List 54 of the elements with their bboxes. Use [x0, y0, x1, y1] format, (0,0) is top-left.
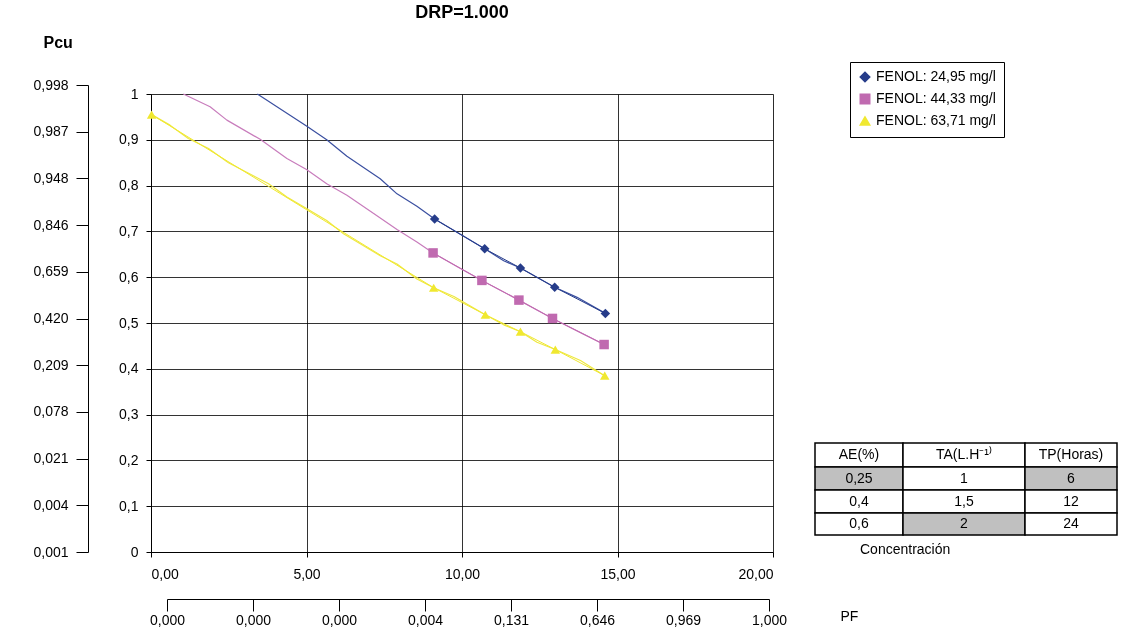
category-label: 0,998	[33, 76, 69, 93]
text: 24	[1063, 515, 1079, 531]
text: 2	[960, 515, 969, 531]
y-tick-label: 0,6	[119, 268, 139, 285]
text: 0,646	[579, 611, 616, 628]
y-tick-label: 0,8	[119, 177, 139, 194]
x2-axis-title: PF	[840, 607, 859, 624]
text: 0,000	[235, 611, 272, 628]
text: 0,000	[149, 611, 186, 628]
text: TP(Horas)	[1038, 446, 1104, 462]
text: 0,000	[321, 611, 358, 628]
category-label: 0,021	[33, 450, 69, 467]
y-tick-label: 0,3	[119, 406, 139, 423]
x-tick-label: 10,00	[444, 565, 481, 582]
text: Concentración	[860, 541, 951, 557]
legend-label: FENOL: 24,95 mg/l	[876, 68, 996, 84]
category-label: 0,001	[33, 543, 69, 560]
y-tick-label: 0,7	[119, 222, 139, 239]
category-label: 0,987	[33, 123, 69, 140]
text: 6	[1067, 469, 1076, 486]
y-tick-label: 0,5	[119, 314, 139, 331]
category-label: 0,846	[33, 216, 69, 233]
category-label: 0,948	[33, 169, 69, 186]
y-tick-label: 1	[130, 85, 139, 102]
text: 1,000	[751, 611, 788, 628]
text: 0,131	[493, 611, 530, 628]
x-tick-label: 20,00	[738, 565, 774, 582]
category-label: 0,078	[33, 403, 69, 420]
x-tick-label: 0,00	[151, 565, 179, 582]
y-tick-label: 0,4	[119, 360, 139, 377]
x-tick-label: 5,00	[293, 565, 321, 582]
text: 0,6	[849, 515, 869, 531]
legend-label: FENOL: 63,71 mg/l	[876, 112, 996, 128]
text: AE(%)	[838, 446, 880, 462]
text: 0,004	[407, 611, 444, 628]
text: 1	[960, 469, 969, 486]
text: 0,004	[33, 496, 69, 513]
text: 0,4	[849, 492, 869, 509]
chart-title: DRP=1.000	[415, 2, 509, 22]
text: 12	[1063, 492, 1079, 509]
y2-axis-title: Pcu	[43, 33, 73, 51]
text: 0,25	[845, 469, 873, 486]
text: 0,969	[665, 611, 702, 628]
y-tick-label: 0,2	[119, 451, 139, 468]
x-tick-label: 15,00	[600, 565, 636, 582]
y-tick-label: 0,9	[119, 131, 139, 148]
legend-label: FENOL: 44,33 mg/l	[876, 90, 996, 106]
category-label: 0,209	[33, 356, 69, 373]
text: 1,5	[954, 492, 974, 509]
y-tick-label: 0	[130, 543, 139, 560]
category-label: 0,420	[33, 310, 69, 326]
y-tick-label: 0,1	[119, 497, 139, 514]
category-label: 0,659	[33, 263, 69, 280]
text: TA(L.H⁻¹⁾	[936, 446, 992, 462]
